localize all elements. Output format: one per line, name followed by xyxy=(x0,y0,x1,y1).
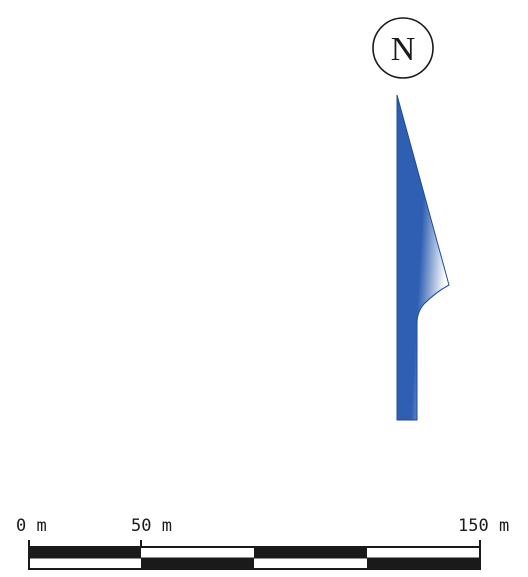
scale-segment xyxy=(254,547,367,558)
scale-segment xyxy=(254,558,367,569)
north-arrow-icon xyxy=(396,94,450,421)
scale-segment xyxy=(29,558,141,569)
north-circle xyxy=(372,17,434,79)
scale-segment xyxy=(29,547,141,558)
scale-label-150: 150 m xyxy=(458,516,509,536)
scale-label-50: 50 m xyxy=(131,516,172,536)
scale-label-0: 0 m xyxy=(16,516,47,536)
scale-segment xyxy=(141,558,254,569)
north-letter: N xyxy=(391,31,416,68)
north-indicator: N xyxy=(372,17,434,79)
scale-segment xyxy=(367,547,480,558)
scale-segment xyxy=(367,558,480,569)
scale-segment xyxy=(141,547,254,558)
scale-bar: 0 m 50 m 150 m xyxy=(16,516,509,570)
